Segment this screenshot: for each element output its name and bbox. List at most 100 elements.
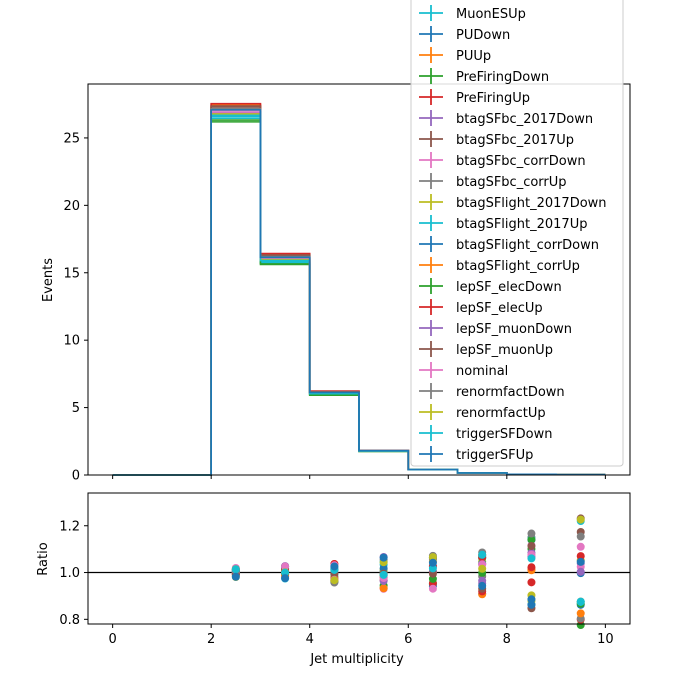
legend-label: PreFiringUp — [456, 91, 530, 106]
ratio-point — [281, 568, 290, 577]
ratio-point — [379, 553, 388, 562]
legend-label: triggerSFDown — [456, 427, 552, 442]
ratio-point — [527, 542, 536, 551]
legend-entry: btagSFlight_2017Up — [419, 215, 587, 232]
legend-entry: MuonESUp — [419, 5, 526, 22]
legend-entry: lepSF_elecUp — [419, 299, 543, 316]
legend-label: PUUp — [456, 49, 491, 64]
legend-label: btagSFbc_corrDown — [456, 154, 586, 169]
legend-entry: PUDown — [419, 26, 510, 43]
ratio-point — [281, 562, 290, 571]
legend-entry: renormfactUp — [419, 404, 546, 421]
histogram-panel: 0 5 10 15 20 25 Events MuonESUp PUDown PUUp PreF… — [41, 0, 631, 484]
ratio-point — [478, 581, 487, 590]
legend-entry: lepSF_elecDown — [419, 278, 562, 295]
legend-label: nominal — [456, 364, 508, 379]
legend-entry: nominal — [419, 362, 508, 379]
legend-entry: PUUp — [419, 47, 491, 64]
histogram-y-tick-label: 5 — [72, 401, 80, 416]
ratio-point — [576, 542, 585, 551]
legend-label: btagSFlight_corrUp — [456, 259, 580, 274]
histogram-axes-border — [87, 83, 631, 476]
legend-label: triggerSFUp — [456, 448, 533, 463]
histogram-y-tick-label: 10 — [63, 334, 80, 349]
ratio-point — [576, 515, 585, 524]
legend-label: lepSF_elecDown — [456, 280, 562, 295]
ratio-y-tick-label: 0.8 — [59, 613, 80, 628]
legend-entry: lepSF_muonDown — [419, 320, 572, 337]
legend-label: btagSFbc_corrUp — [456, 175, 567, 190]
histogram-x-ticks — [112, 475, 606, 479]
histogram-y-tick-label: 0 — [72, 469, 80, 484]
legend-label: btagSFbc_2017Up — [456, 133, 574, 148]
ratio-point — [527, 595, 536, 604]
ratio-y-tick-label: 1.0 — [59, 566, 80, 581]
ratio-point — [478, 550, 487, 559]
ratio-point — [576, 557, 585, 566]
legend-entry: PreFiringUp — [419, 89, 530, 106]
histogram-y-axis-label: Events — [41, 258, 56, 302]
legend-entry: btagSFlight_corrUp — [419, 257, 580, 274]
ratio-point — [527, 529, 536, 538]
legend-label: btagSFbc_2017Down — [456, 112, 593, 127]
legend-entry: renormfactDown — [419, 383, 565, 400]
ratio-x-ticks: 0 2 4 6 8 10 — [108, 624, 614, 647]
legend: MuonESUp PUDown PUUp PreFiringDown PreFiring… — [410, 0, 624, 467]
ratio-point — [428, 558, 437, 567]
legend-label: PreFiringDown — [456, 70, 549, 85]
ratio-point — [527, 535, 536, 544]
ratio-point — [379, 584, 388, 593]
ratio-point — [576, 552, 585, 561]
legend-entry: PreFiringDown — [419, 68, 549, 85]
ratio-panel: 0.8 1.0 1.2 0 2 4 6 8 10 Ratio Jet multiplicity — [36, 492, 631, 667]
ratio-point — [527, 554, 536, 563]
ratio-x-tick-label: 6 — [404, 632, 412, 647]
ratio-point — [428, 584, 437, 593]
ratio-point — [527, 578, 536, 587]
legend-label: renormfactDown — [456, 385, 565, 400]
ratio-point — [330, 576, 339, 585]
ratio-point — [281, 574, 290, 583]
histogram-y-tick-label: 20 — [63, 199, 80, 214]
ratio-point — [428, 553, 437, 562]
ratio-axes-frame — [88, 493, 630, 624]
legend-entry: btagSFbc_corrUp — [419, 173, 567, 190]
histogram-y-tick-label: 25 — [63, 131, 80, 146]
ratio-point — [478, 564, 487, 573]
legend-label: btagSFlight_2017Down — [456, 196, 607, 211]
legend-label: renormfactUp — [456, 406, 546, 421]
legend-entry: btagSFlight_corrDown — [419, 236, 599, 253]
histogram-y-ticks: 0 5 10 15 20 25 — [63, 131, 88, 484]
ratio-point — [231, 565, 240, 574]
histogram-y-tick-label: 15 — [63, 266, 80, 281]
ratio-point — [379, 570, 388, 579]
ratio-point — [576, 567, 585, 576]
legend-box — [410, 0, 624, 467]
legend-entry: lepSF_muonUp — [419, 341, 553, 358]
legend-entry: btagSFbc_corrDown — [419, 152, 586, 169]
ratio-x-tick-label: 8 — [503, 632, 511, 647]
ratio-y-tick-label: 1.2 — [59, 519, 80, 534]
legend-entry: btagSFbc_2017Up — [419, 131, 574, 148]
ratio-x-tick-label: 2 — [207, 632, 215, 647]
ratio-point — [576, 532, 585, 541]
ratio-point — [576, 609, 585, 618]
ratio-point — [231, 572, 240, 581]
ratio-x-axis-label: Jet multiplicity — [309, 652, 404, 667]
legend-entry: triggerSFDown — [419, 425, 552, 442]
legend-entry: btagSFlight_2017Down — [419, 194, 607, 211]
ratio-axes-border — [87, 492, 631, 625]
ratio-point — [330, 562, 339, 571]
ratio-y-axis-label: Ratio — [36, 542, 51, 575]
legend-label: lepSF_muonUp — [456, 343, 553, 358]
ratio-x-tick-label: 4 — [306, 632, 314, 647]
ratio-x-tick-label: 10 — [597, 632, 614, 647]
ratio-x-tick-label: 0 — [108, 632, 116, 647]
ratio-y-ticks: 0.8 1.0 1.2 — [59, 519, 88, 628]
legend-entry: triggerSFUp — [419, 446, 533, 463]
legend-label: btagSFlight_2017Up — [456, 217, 587, 232]
legend-label: lepSF_elecUp — [456, 301, 543, 316]
ratio-point — [428, 564, 437, 573]
ratio-point — [527, 563, 536, 572]
